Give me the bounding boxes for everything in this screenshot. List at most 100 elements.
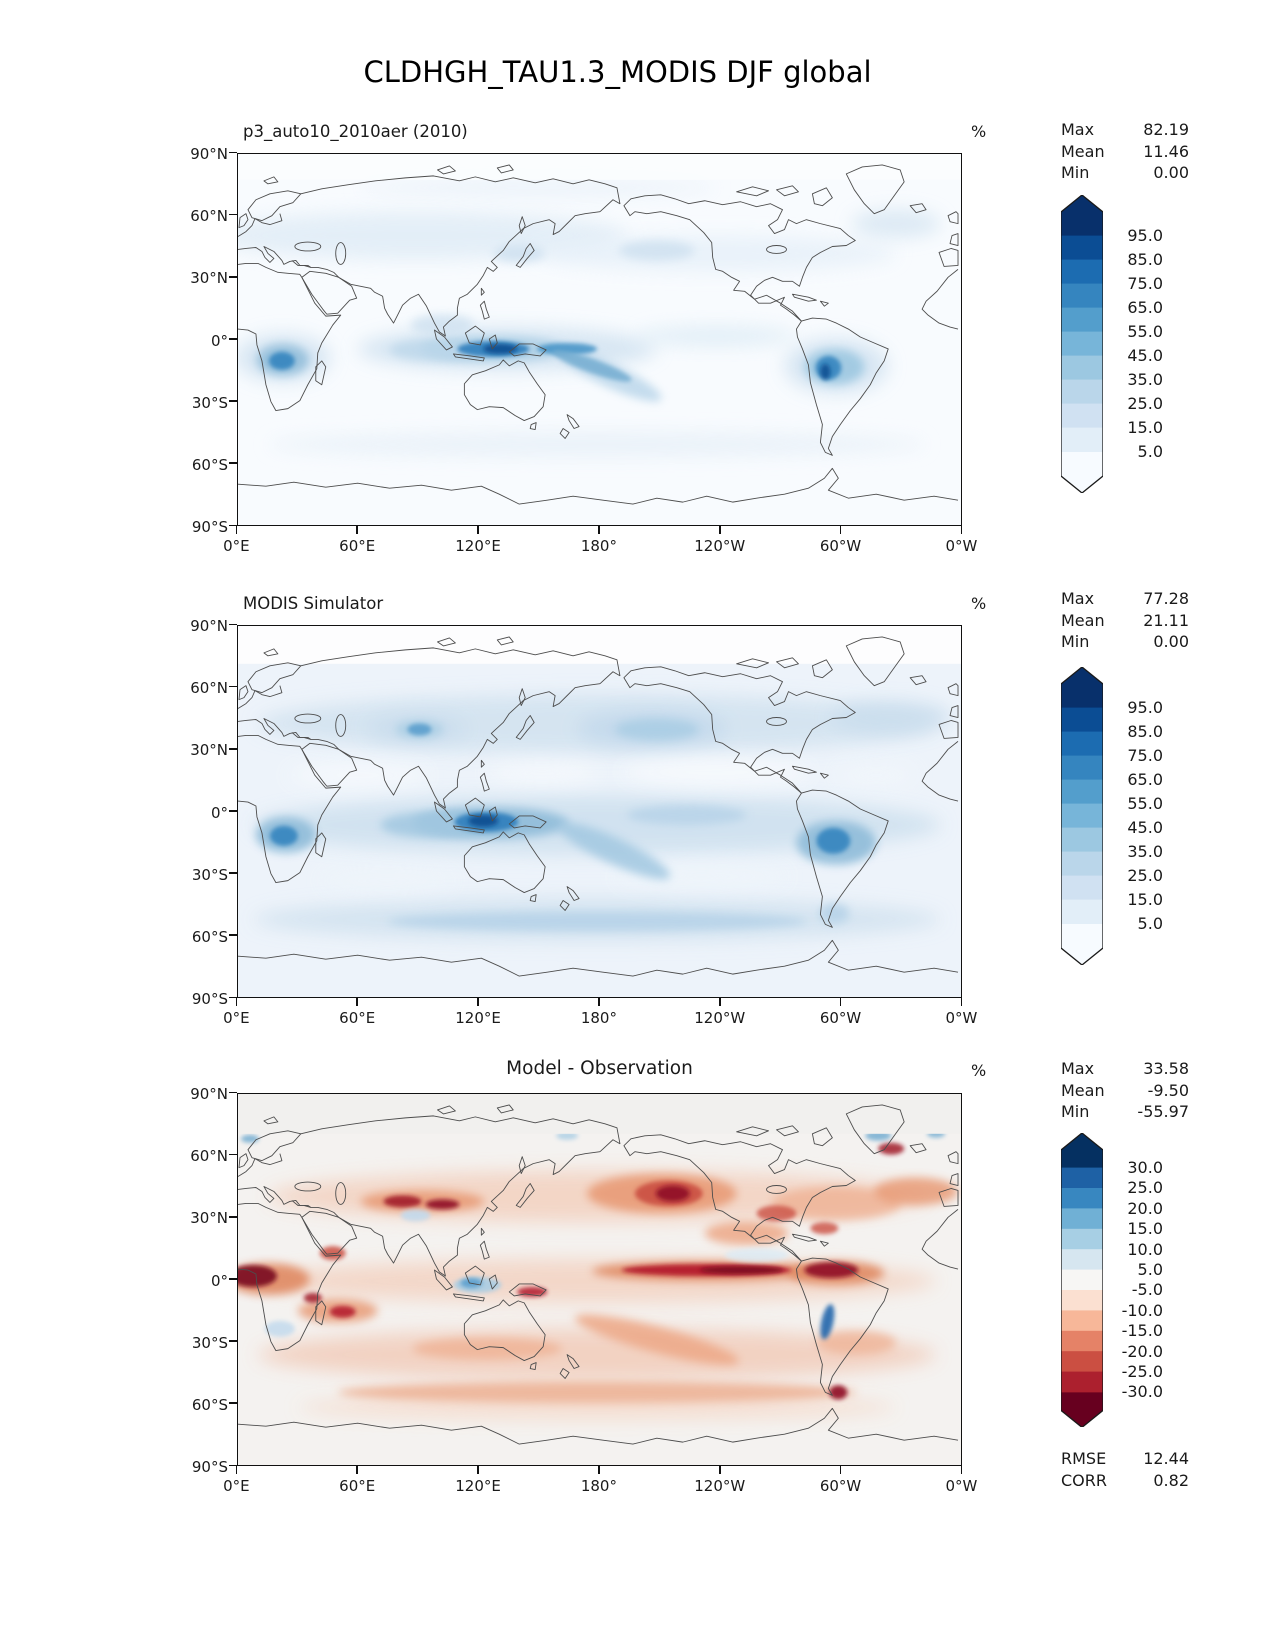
stat-label: Min [1061, 163, 1090, 182]
colorbar-observation: 95.0 85.0 75.0 65.0 55.0 45.0 35.0 25.0 15.0 5.0 [1060, 666, 1163, 969]
coastline-path [263, 648, 279, 657]
colorbar-tick-label: 55.0 [1127, 794, 1163, 813]
coastline-path [845, 164, 905, 215]
coastline-path [515, 243, 535, 268]
coastline-path [238, 213, 249, 229]
coastline-path [434, 801, 453, 823]
coastline-path [845, 636, 905, 687]
stat-value: 0.82 [1153, 1470, 1189, 1490]
map-panel-difference: Model - Observation % 90°N 60°N 30°N 0° 30°S… [190, 1058, 986, 1495]
colorbar-tick-label: 95.0 [1127, 698, 1163, 717]
coastline-path [529, 894, 537, 902]
lon-tick-mark [477, 997, 479, 1006]
colorbar-segment [1061, 755, 1103, 781]
colorbar-tick-label: 15.0 [1127, 890, 1163, 909]
map-contour-blob [771, 1186, 902, 1221]
stat-value: 0.00 [1153, 632, 1189, 651]
coastline-path [811, 187, 833, 207]
coastline-path [480, 759, 485, 768]
coastline-path [819, 1240, 829, 1247]
coastline-path [949, 1173, 959, 1186]
map-contour-blob [537, 235, 897, 272]
lon-tick-mark [598, 1465, 600, 1474]
colorbar-tick-label: 65.0 [1127, 298, 1163, 317]
map-polar-nodata-band [238, 1094, 961, 1134]
stats-block-rmse-corr: RMSE 12.44 CORR 0.82 [1061, 1448, 1189, 1491]
colorbar-segment [1061, 1392, 1103, 1428]
colorbar-segment [1061, 355, 1103, 381]
coastline-path [496, 164, 514, 174]
lat-tick-label: 60°N [190, 207, 228, 226]
map-contour-blob [552, 350, 632, 382]
lat-tick-mark [228, 1402, 237, 1405]
stat-label: Max [1061, 1059, 1095, 1078]
map-contour-blob [614, 718, 699, 741]
inland-sea-outline [335, 1182, 347, 1205]
colorbar-segment [1061, 1330, 1103, 1352]
colorbar-tick-label: -10.0 [1121, 1300, 1163, 1320]
map-contour-blob [483, 343, 518, 354]
unit-label: % [971, 122, 987, 141]
stat-value: 33.58 [1143, 1059, 1189, 1078]
stat-value: 82.19 [1143, 120, 1189, 139]
coastline-path [238, 1153, 283, 1177]
colorbar-segment [1061, 403, 1103, 429]
coastline-path [921, 269, 959, 330]
stat-label: Min [1061, 1102, 1090, 1121]
stat-row: RMSE 12.44 [1061, 1448, 1189, 1470]
coastline-path [776, 1125, 799, 1137]
lat-tick-mark [228, 524, 237, 527]
map-contour-blob [240, 1134, 259, 1143]
coastline-path [263, 176, 279, 185]
map-contour-blob [329, 1305, 356, 1318]
coastline-path [291, 211, 601, 337]
coastline-path [529, 1362, 537, 1370]
colorbar-segment [1061, 307, 1103, 333]
map-contour-blob [724, 1248, 789, 1263]
colorbar-svg [1060, 1132, 1104, 1429]
coastline-path [947, 1151, 959, 1165]
map-contour-blob [357, 178, 717, 197]
coastline-path [845, 1104, 905, 1155]
lat-tick-mark [228, 872, 237, 874]
colorbar-tick-label: 45.0 [1127, 818, 1163, 837]
colorbar-tick-label: 30.0 [1127, 1158, 1163, 1177]
lon-tick-label: 0°E [223, 537, 250, 555]
lon-tick-label: 120°E [455, 1009, 501, 1027]
lat-tick-label: 30°N [190, 1209, 228, 1228]
coastline-path [238, 734, 342, 884]
lon-tick-label: 60°W [819, 537, 862, 555]
lat-tick-mark [228, 1278, 237, 1280]
stat-row: Mean 11.46 [1061, 141, 1189, 163]
coastline-path [508, 815, 547, 829]
map-contour-blob [264, 1320, 295, 1337]
coastline-path [515, 1183, 535, 1208]
coastline-path [238, 262, 342, 412]
coastline-path [566, 886, 580, 901]
map-panel-model: p3_auto10_2010aer (2010) % 90°N 60°N 30°N 0… [190, 122, 986, 555]
map-contour-blob [816, 1330, 897, 1355]
coastline-path [736, 658, 769, 669]
lat-tick-label: 90°S [191, 518, 228, 536]
coastline-path [238, 1153, 249, 1169]
map-contour-blob [816, 827, 851, 854]
colorbar-tick-label: 75.0 [1127, 274, 1163, 293]
lon-tick-label: 0°E [223, 1477, 250, 1495]
coastline-path [463, 1299, 546, 1362]
lon-tick-label: 120°E [455, 1477, 501, 1495]
stat-label: Mean [1061, 1080, 1105, 1100]
stat-label: Min [1061, 632, 1090, 651]
coastline-path [238, 718, 312, 740]
colorbar-segment [1061, 195, 1103, 236]
lon-tick-mark [718, 997, 721, 1006]
map-contour-blob [322, 869, 453, 892]
map-contour-blob [297, 1395, 897, 1420]
lat-tick-mark [228, 810, 237, 812]
colorbar-segment [1061, 875, 1103, 901]
figure-title: CLDHGH_TAU1.3_MODIS DJF global [363, 55, 872, 89]
coastline-path [436, 1105, 456, 1115]
map-contour-blob [238, 1265, 277, 1287]
colorbar-model: 95.0 85.0 75.0 65.0 55.0 45.0 35.0 25.0 15.0 5.0 [1060, 194, 1163, 497]
map-contour-blob [810, 1222, 839, 1235]
map-contour-blob [820, 363, 831, 380]
